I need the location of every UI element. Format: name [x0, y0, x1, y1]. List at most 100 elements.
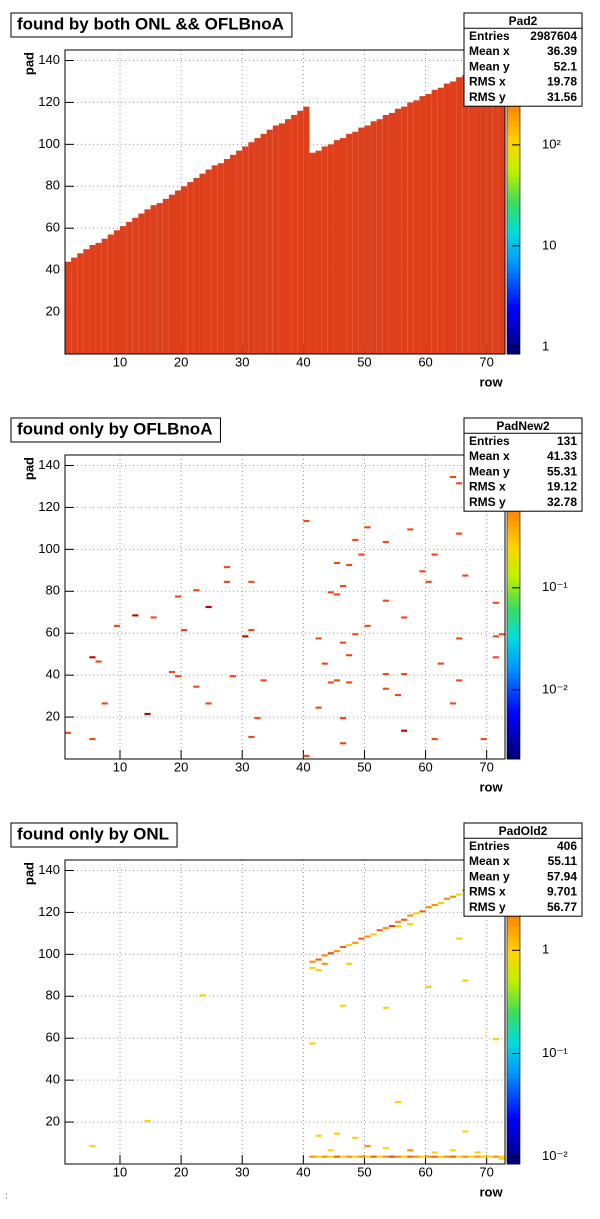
- y-tick-label: 20: [46, 709, 60, 724]
- cell: [144, 1119, 151, 1123]
- filled-column: [291, 114, 298, 354]
- y-tick-label: 120: [38, 94, 60, 109]
- stats-value: 55.11: [548, 854, 578, 868]
- filled-column: [346, 133, 353, 354]
- filled-column: [370, 121, 377, 354]
- filled-column: [181, 186, 188, 354]
- filled-column: [254, 138, 261, 354]
- x-tick-label: 60: [418, 1164, 432, 1179]
- cell: [309, 966, 316, 970]
- y-tick-label: 120: [38, 904, 60, 919]
- stats-title: Pad2: [509, 14, 538, 28]
- colorbar-slice: [507, 212, 520, 218]
- filled-column: [401, 106, 408, 354]
- colorbar-slice: [507, 728, 520, 735]
- filled-column: [150, 205, 157, 354]
- cell: [364, 1155, 371, 1158]
- filled-column: [107, 234, 114, 354]
- cell: [456, 893, 463, 896]
- chart-title: found only by OFLBnoA: [17, 419, 212, 438]
- colorbar-slice: [507, 227, 520, 233]
- cell: [333, 950, 340, 953]
- colorbar-slice: [507, 601, 520, 608]
- colorbar-slice: [507, 141, 520, 147]
- colorbar-slice: [507, 156, 520, 162]
- cell: [456, 637, 463, 640]
- cell: [358, 937, 365, 940]
- colorbar-slice: [507, 525, 520, 532]
- filled-column: [340, 138, 347, 354]
- colorbar-slice: [507, 303, 520, 309]
- colorbar-slice: [507, 105, 520, 112]
- filled-column: [278, 123, 285, 355]
- x-tick-label: 40: [296, 1164, 310, 1179]
- y-tick-label: 40: [46, 1072, 60, 1087]
- filled-column: [187, 182, 194, 354]
- x-tick-label: 30: [235, 759, 249, 774]
- cell: [456, 532, 463, 535]
- stats-label: Entries: [469, 434, 510, 448]
- z-tick-label: 1: [542, 942, 549, 957]
- colorbar-slice: [507, 1103, 520, 1109]
- title-box: [10, 12, 293, 38]
- stats-label: Entries: [469, 839, 510, 853]
- colorbar-slice: [507, 318, 520, 325]
- colorbar-slice: [507, 996, 520, 1003]
- cell: [395, 920, 402, 923]
- cell: [340, 717, 347, 720]
- y-tick-label: 20: [46, 1114, 60, 1129]
- cell: [388, 1155, 395, 1158]
- cell: [175, 595, 182, 598]
- colorbar-slice: [507, 632, 520, 638]
- colorbar-slice: [507, 176, 520, 183]
- colorbar-slice: [507, 1027, 520, 1033]
- stats-title: PadOld2: [499, 824, 548, 838]
- colorbar-slice: [507, 272, 520, 279]
- colorbar-slice: [507, 546, 520, 552]
- stats-label: RMS y: [469, 90, 506, 104]
- x-tick-label: 60: [418, 759, 432, 774]
- filled-column: [205, 169, 212, 354]
- filled-column: [321, 146, 328, 354]
- colorbar-slice: [507, 115, 520, 122]
- colorbar-slice: [507, 126, 520, 132]
- x-tick-label: 70: [479, 759, 493, 774]
- filled-column: [382, 114, 389, 354]
- y-tick-label: 60: [46, 1030, 60, 1045]
- cell: [260, 679, 267, 682]
- colorbar-slice: [507, 576, 520, 583]
- cell: [181, 629, 188, 632]
- cell: [168, 670, 175, 674]
- cell: [456, 482, 463, 485]
- colorbar-slice: [507, 207, 520, 213]
- colorbar-slice: [507, 247, 520, 254]
- cell: [462, 979, 469, 982]
- stats-value: 9.701: [547, 885, 577, 899]
- cell: [254, 717, 261, 720]
- stats-value: 406: [557, 839, 577, 853]
- filled-column: [456, 77, 463, 354]
- colorbar-slice: [507, 930, 520, 937]
- colorbar-slice: [507, 161, 520, 168]
- colorbar-slice: [507, 698, 520, 704]
- cell: [413, 1155, 420, 1158]
- colorbar-slice: [507, 237, 520, 244]
- colorbar-slice: [507, 936, 520, 942]
- cell: [395, 694, 402, 697]
- title-box: [10, 822, 178, 848]
- colorbar-slice: [507, 510, 520, 517]
- filled-column: [101, 238, 108, 354]
- cell: [230, 675, 237, 678]
- x-axis-label: row: [479, 779, 503, 794]
- cell: [333, 561, 340, 565]
- cell: [431, 1155, 438, 1158]
- cell: [358, 553, 365, 556]
- filled-column: [297, 110, 304, 354]
- cell: [388, 924, 395, 928]
- cell: [450, 702, 457, 705]
- cell: [333, 679, 340, 682]
- cell: [437, 901, 444, 905]
- stats-value: 31.56: [547, 90, 577, 104]
- cell: [89, 656, 96, 659]
- cell: [248, 629, 255, 632]
